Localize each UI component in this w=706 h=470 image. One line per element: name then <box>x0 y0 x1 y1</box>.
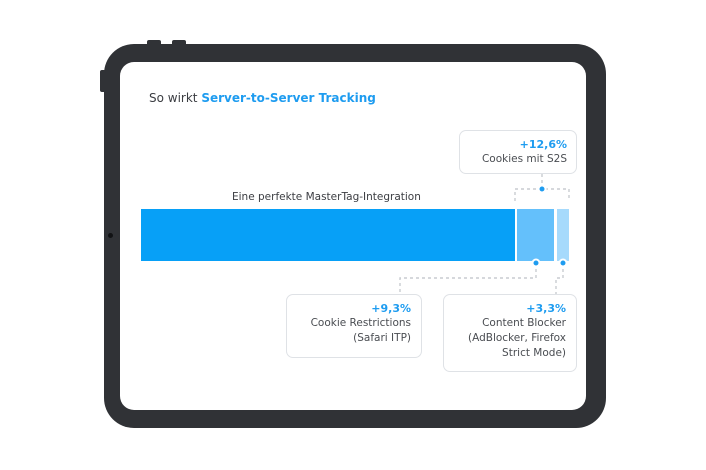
callout-s2s-label: Cookies mit S2S <box>481 153 567 165</box>
callout-cookie-restrictions: +9,3% Cookie Restrictions (Safari ITP) <box>286 294 422 358</box>
callout-cookie-label: Cookie Restrictions <box>310 317 411 329</box>
camera-icon <box>108 233 113 238</box>
dot-s2s <box>537 184 547 194</box>
side-button <box>100 70 106 92</box>
volume-button <box>147 40 161 46</box>
callout-s2s-value: +12,6% <box>519 138 567 151</box>
callout-blocker-label: Content Blocker <box>482 317 566 329</box>
callout-cookie-value: +9,3% <box>371 302 411 315</box>
connector-cookie <box>399 263 537 294</box>
tablet-screen: So wirkt Server-to-Server Tracking Eine … <box>120 62 586 410</box>
title-highlight: Server-to-Server Tracking <box>201 91 376 105</box>
bar-s2s-cookie-restrictions <box>517 209 554 261</box>
callout-content-blocker: +3,3% Content Blocker (AdBlocker, Firefo… <box>443 294 577 372</box>
dot-blocker <box>558 258 568 268</box>
connector-lines <box>399 174 570 294</box>
power-button <box>172 40 186 46</box>
callout-blocker-value: +3,3% <box>526 302 566 315</box>
callout-blocker-sublabel-1: (AdBlocker, Firefox <box>468 332 566 344</box>
dot-cookie <box>531 258 541 268</box>
title-prefix: So wirkt <box>149 91 198 105</box>
bar-content-blocker <box>557 209 569 261</box>
bar-label: Eine perfekte MasterTag-Integration <box>232 191 421 203</box>
page-title: So wirkt Server-to-Server Tracking <box>149 91 376 105</box>
connector-blocker <box>555 263 564 294</box>
callout-cookie-sublabel: (Safari ITP) <box>353 332 411 344</box>
callout-s2s: +12,6% Cookies mit S2S <box>459 130 577 174</box>
bar-mastertag <box>141 209 515 261</box>
callout-blocker-sublabel-2: Strict Mode) <box>502 347 566 359</box>
